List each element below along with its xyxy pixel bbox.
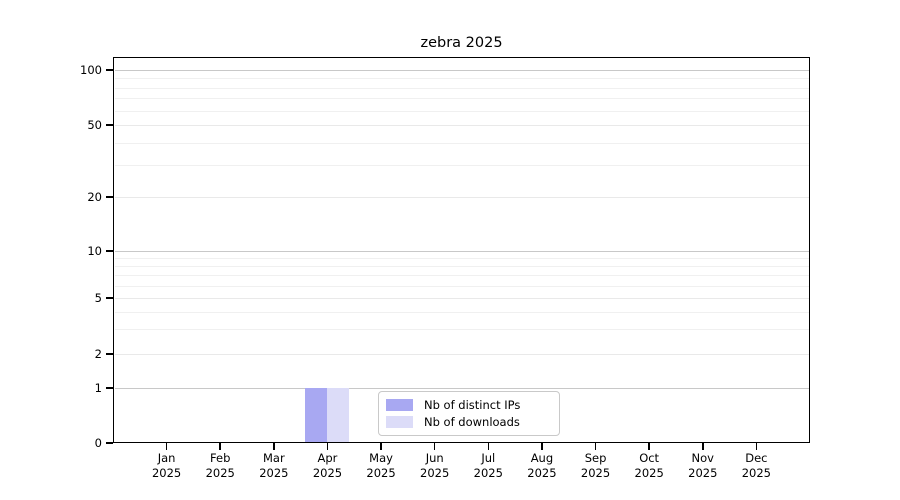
x-tick bbox=[326, 443, 329, 450]
x-tick bbox=[755, 443, 758, 450]
y-tick bbox=[106, 196, 113, 198]
gridline bbox=[115, 298, 809, 299]
gridline-minor bbox=[115, 285, 809, 287]
y-tick bbox=[106, 387, 113, 389]
x-tick-label: May 2025 bbox=[366, 451, 396, 480]
y-tick-label: 0 bbox=[94, 436, 102, 450]
y-tick bbox=[106, 250, 113, 252]
x-tick-label: Nov 2025 bbox=[688, 451, 718, 480]
gridline-minor bbox=[115, 87, 809, 89]
x-tick-label: Apr 2025 bbox=[312, 451, 343, 480]
x-tick-label: Jan 2025 bbox=[151, 451, 182, 480]
plot-frame bbox=[113, 57, 810, 443]
gridline bbox=[115, 125, 809, 126]
y-tick bbox=[106, 442, 113, 444]
y-tick bbox=[106, 124, 113, 126]
gridline bbox=[115, 388, 809, 389]
gridline bbox=[115, 251, 809, 252]
gridline-minor bbox=[115, 311, 809, 313]
x-tick-label: Dec 2025 bbox=[741, 451, 772, 480]
legend-swatch-distinct-ips bbox=[386, 399, 413, 411]
gridline-minor bbox=[115, 275, 809, 277]
gridline-minor bbox=[115, 266, 809, 268]
y-tick bbox=[106, 297, 113, 299]
x-tick bbox=[433, 443, 436, 450]
x-tick bbox=[648, 443, 650, 450]
legend-label-downloads: Nb of downloads bbox=[424, 415, 520, 429]
y-tick bbox=[106, 69, 113, 71]
x-tick-label: Mar 2025 bbox=[259, 451, 289, 480]
gridline bbox=[115, 197, 809, 198]
gridline bbox=[115, 70, 809, 71]
legend: Nb of distinct IPs Nb of downloads bbox=[378, 391, 560, 436]
x-tick bbox=[541, 443, 543, 450]
bar-nb-of-distinct-ips bbox=[305, 388, 328, 443]
gridline-minor bbox=[115, 258, 809, 260]
gridline-minor bbox=[115, 98, 809, 100]
x-tick bbox=[594, 443, 597, 450]
gridline-minor bbox=[115, 78, 809, 80]
y-tick-label: 10 bbox=[87, 244, 102, 258]
gridline-minor bbox=[115, 329, 809, 331]
legend-item-downloads: Nb of downloads bbox=[386, 415, 551, 429]
gridline bbox=[115, 354, 809, 355]
y-tick-label: 100 bbox=[80, 63, 102, 77]
y-tick bbox=[106, 353, 113, 355]
x-tick bbox=[165, 443, 168, 450]
gridline-minor bbox=[115, 110, 809, 112]
legend-item-distinct-ips: Nb of distinct IPs bbox=[386, 398, 551, 412]
y-tick-label: 5 bbox=[94, 291, 102, 305]
x-tick bbox=[380, 443, 382, 450]
x-tick-label: Sep 2025 bbox=[580, 451, 611, 480]
y-tick-label: 20 bbox=[87, 190, 102, 204]
bar-nb-of-downloads bbox=[327, 388, 350, 443]
x-tick-label: Jun 2025 bbox=[420, 451, 450, 480]
legend-swatch-downloads bbox=[386, 416, 413, 428]
y-tick-label: 50 bbox=[87, 118, 102, 132]
x-tick-label: Jul 2025 bbox=[473, 451, 503, 480]
x-tick bbox=[487, 443, 490, 450]
x-tick bbox=[273, 443, 275, 450]
chart-title: zebra 2025 bbox=[420, 35, 503, 51]
y-tick-label: 2 bbox=[94, 347, 102, 361]
x-tick-label: Aug 2025 bbox=[527, 451, 557, 480]
gridline-minor bbox=[115, 165, 809, 167]
y-tick-label: 1 bbox=[94, 381, 102, 395]
legend-label-distinct-ips: Nb of distinct IPs bbox=[424, 398, 521, 412]
x-tick bbox=[219, 443, 221, 450]
x-tick-label: Oct 2025 bbox=[634, 451, 664, 480]
gridline-minor bbox=[115, 142, 809, 144]
x-tick bbox=[702, 443, 704, 450]
x-tick-label: Feb 2025 bbox=[205, 451, 235, 480]
